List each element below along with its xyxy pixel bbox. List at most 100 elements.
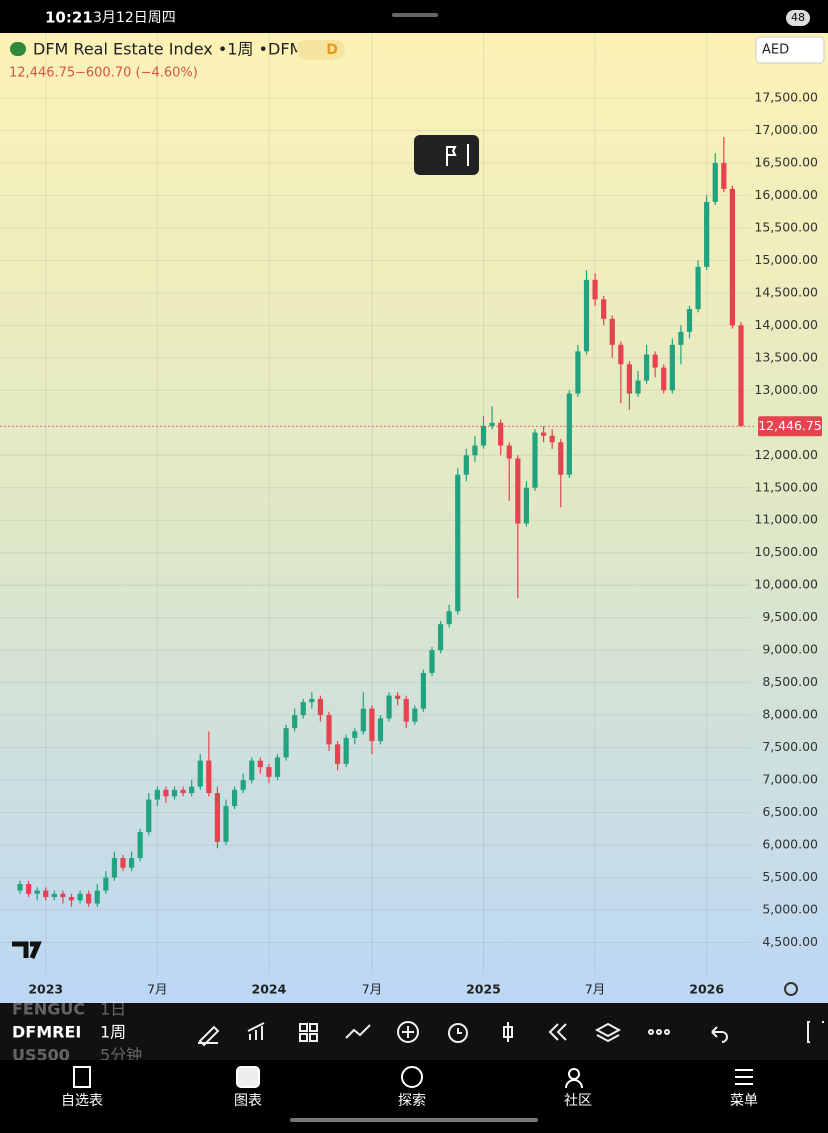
candle-body — [68, 897, 75, 901]
candle-body — [292, 715, 298, 729]
nav-label[interactable]: 图表 — [234, 1093, 262, 1109]
candle-body — [575, 351, 581, 394]
candle-body — [661, 367, 667, 391]
candle-body — [146, 799, 152, 833]
candle-body — [403, 698, 409, 722]
candle-body — [223, 806, 229, 842]
candle-body — [360, 708, 366, 732]
candle-body — [686, 309, 693, 332]
y-tick-label: 15,000.00 — [754, 252, 818, 267]
candle-body — [729, 188, 736, 326]
candle-body — [712, 162, 718, 202]
candle-body — [395, 695, 401, 699]
nav-label[interactable]: 社区 — [564, 1093, 592, 1109]
y-tick-label: 7,500.00 — [762, 739, 818, 754]
symbol-title: DFM Real Estate Index •1周 •DFM — [33, 40, 303, 59]
candle-body — [721, 162, 727, 189]
y-tick-label: 13,500.00 — [754, 349, 818, 364]
nav-label[interactable]: 自选表 — [61, 1093, 103, 1109]
candle-body — [206, 760, 212, 794]
symbol-interval[interactable]: 1周 — [100, 1023, 126, 1042]
candle-body — [51, 893, 57, 898]
candle-body — [283, 728, 289, 758]
candle-body — [120, 858, 126, 868]
candle-body — [137, 832, 143, 859]
last-price-label: 12,446.75 — [758, 418, 822, 433]
candle-body — [695, 266, 701, 310]
candle-body — [515, 458, 521, 524]
candle-body — [111, 858, 118, 878]
y-tick-label: 5,000.00 — [762, 902, 818, 917]
candle-body — [197, 760, 203, 787]
last-price-box — [758, 416, 822, 437]
nav-icons — [73, 1066, 753, 1089]
candle-body — [317, 698, 324, 716]
y-tick-label: 14,000.00 — [754, 317, 818, 332]
candle-body — [678, 331, 684, 345]
candle-body — [189, 786, 195, 794]
battery-level: 48 — [791, 11, 805, 24]
candle-body — [86, 893, 92, 904]
x-tick-label: 7月 — [585, 982, 605, 997]
flag-icon — [10, 42, 26, 56]
toolbar-icons — [198, 1021, 824, 1047]
candle-body — [626, 364, 633, 394]
candle-body — [669, 344, 675, 391]
y-tick-label: 17,500.00 — [754, 89, 818, 104]
candle-body — [455, 474, 461, 612]
candle-body — [652, 354, 658, 368]
y-tick-label: 17,000.00 — [754, 122, 818, 137]
nav-bar — [0, 1060, 828, 1129]
candle-body — [446, 611, 452, 625]
chart-background — [0, 33, 828, 1003]
candle-body — [738, 325, 744, 427]
nav[interactable]: 自选表 图表 探索 社区 菜单 — [61, 1092, 758, 1109]
y-tick-label: 13,000.00 — [754, 382, 818, 397]
candle-body — [17, 884, 23, 891]
candle-body — [618, 344, 624, 365]
interval-badge: D — [326, 42, 338, 58]
candle-body — [532, 432, 538, 488]
candle-body — [180, 789, 186, 794]
symbol-interval[interactable]: 1日 — [100, 1000, 126, 1019]
candle-body — [463, 455, 469, 475]
home-indicator — [290, 1118, 538, 1122]
change: −600.70 (−4.60%) — [75, 66, 198, 81]
symbol-interval[interactable]: 5分钟 — [100, 1046, 142, 1065]
candle-body — [583, 279, 590, 352]
y-tick-label: 10,500.00 — [754, 544, 818, 559]
currency-box[interactable] — [755, 36, 825, 64]
nav-label[interactable]: 探索 — [398, 1092, 426, 1109]
candle-body — [163, 789, 169, 797]
candle-body — [43, 890, 49, 898]
candle-body — [326, 715, 332, 745]
symbol-switcher[interactable]: FENGUC 1日 DFMREI 1周 US500 5分钟 — [12, 1000, 142, 1065]
symbol[interactable]: FENGUC — [12, 1000, 85, 1019]
settings-icon[interactable] — [784, 982, 798, 996]
candle-body — [171, 789, 178, 797]
candle-body — [643, 354, 650, 381]
y-tick-label: 6,000.00 — [762, 837, 818, 852]
candle-body — [240, 780, 246, 790]
badge — [297, 40, 345, 60]
candle-body — [480, 426, 487, 446]
candle-body — [300, 702, 306, 716]
y-tick-label: 9,500.00 — [762, 609, 818, 624]
tv-logo — [12, 941, 42, 959]
candle-body — [309, 698, 315, 703]
symbol[interactable]: DFMREI — [12, 1023, 81, 1042]
y-tick-label: 11,500.00 — [754, 479, 818, 494]
y-tick-label: 4,500.00 — [762, 934, 818, 949]
y-tick-label: 8,500.00 — [762, 674, 818, 689]
y-tick-label: 6,500.00 — [762, 804, 818, 819]
candle-body — [94, 890, 100, 904]
y-tick-label: 16,500.00 — [754, 154, 818, 169]
battery — [786, 10, 810, 26]
candle-body — [429, 650, 435, 673]
candle-body — [34, 890, 40, 894]
y-tick-label: 7,000.00 — [762, 772, 818, 787]
nav-label[interactable]: 菜单 — [730, 1093, 758, 1109]
symbol[interactable]: US500 — [12, 1046, 70, 1065]
currency[interactable]: AED — [762, 43, 789, 58]
